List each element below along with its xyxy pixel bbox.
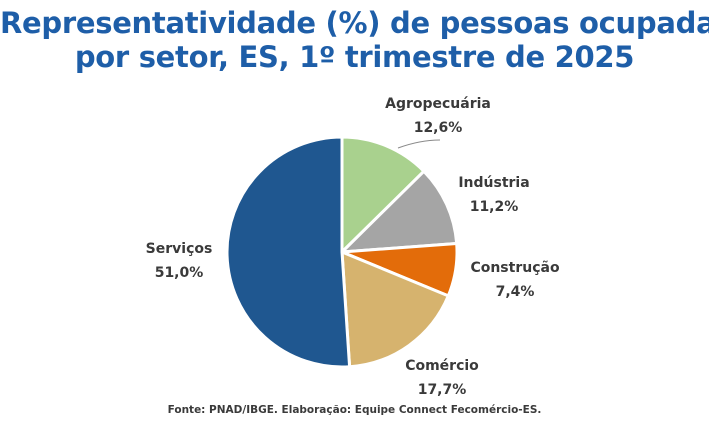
slice-value-construcao: 7,4%	[496, 284, 535, 300]
slice-name-agropecuaria: Agropecuária	[385, 96, 491, 112]
slice-value-industria: 11,2%	[470, 199, 519, 215]
slice-name-servicos: Serviços	[146, 241, 213, 257]
slice-name-construcao: Construção	[470, 260, 560, 276]
source-note: Fonte: PNAD/IBGE. Elaboração: Equipe Con…	[167, 404, 542, 416]
slice-value-comercio: 17,7%	[418, 382, 467, 398]
pie-slice-agropecuaria	[340, 135, 427, 256]
chart-title: Representatividade (%) de pessoas ocupad…	[0, 6, 709, 74]
slice-value-servicos: 51,0%	[155, 265, 204, 281]
pie-slice-industria	[338, 169, 459, 254]
slice-name-comercio: Comércio	[405, 358, 479, 374]
title-line-1: Representatividade (%) de pessoas ocupad…	[0, 6, 709, 40]
slice-value-agropecuaria: 12,6%	[414, 120, 463, 136]
pie-slice-comercio	[340, 249, 451, 369]
leader-line-agropecuaria	[397, 139, 441, 149]
pie-slice-servicos	[225, 135, 352, 369]
slice-name-industria: Indústria	[458, 175, 529, 191]
title-line-2: por setor, ES, 1º trimestre de 2025	[74, 40, 635, 74]
